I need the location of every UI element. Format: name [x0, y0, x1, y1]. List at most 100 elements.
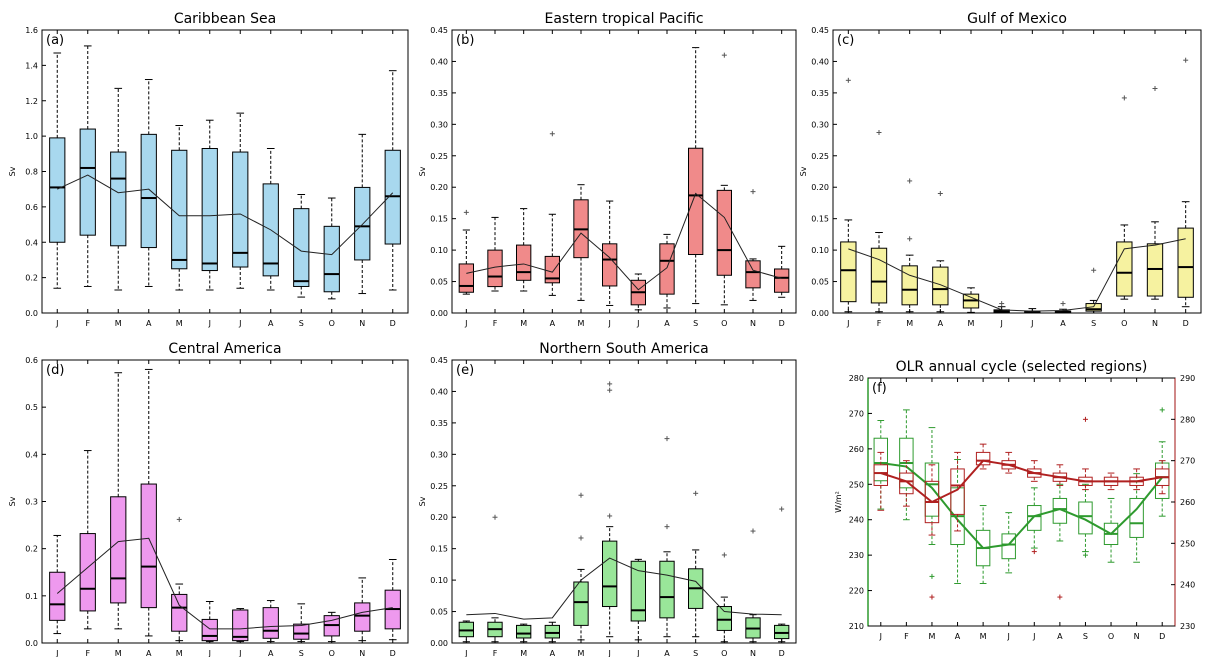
x-tick-label: N [750, 319, 756, 328]
y-axis-label: Sv [799, 166, 808, 176]
x-tick-label: O [1121, 319, 1127, 328]
y-tick-label-right: 280 [1180, 415, 1195, 424]
box-iqr [516, 624, 532, 639]
box-iqr [1001, 533, 1016, 560]
series-box-3 [544, 213, 561, 296]
y-tick-label: 0.6 [25, 356, 38, 365]
panel-d: Central America 0.0 0.1 0.2 0.3 0.4 0.5 0.6 Sv J F… [8, 341, 409, 657]
series-box-1 [79, 45, 96, 287]
series-outlier-1 [492, 514, 498, 520]
series-box-8 [293, 193, 310, 298]
x-tick-label: J [464, 319, 467, 328]
x-tick-label: D [390, 319, 396, 328]
box-iqr [293, 208, 310, 287]
y-tick-label: 230 [849, 551, 864, 560]
series-mean-line [848, 238, 1186, 312]
series-outlier-2 [721, 52, 727, 58]
x-tick-label: M [115, 319, 122, 328]
x-tick-label: M [115, 649, 122, 657]
x-tick-label: F [493, 649, 498, 657]
x-tick-label: N [359, 319, 365, 328]
series-1-box-7 [1052, 464, 1068, 486]
panel-label: (a) [46, 33, 64, 48]
series-box-7 [659, 551, 675, 638]
x-tick-label: A [146, 319, 152, 328]
y-tick-label: 0.3 [25, 498, 38, 507]
series-mean-line [466, 557, 782, 620]
y-tick-label: 0.6 [25, 203, 38, 212]
box-iqr [544, 624, 561, 639]
box-iqr [140, 483, 157, 609]
y-tick-label: 0.35 [430, 89, 448, 98]
x-tick-label: O [721, 649, 727, 657]
y-axis-label: Sv [418, 496, 427, 506]
series-box-3 [140, 368, 157, 637]
box-iqr [899, 472, 914, 495]
series-outlier-1 [549, 131, 555, 137]
series-box-3 [932, 260, 949, 313]
x-tick-label: J [238, 649, 241, 657]
series-box-2 [901, 254, 918, 313]
series-box-10 [354, 577, 371, 642]
box-iqr [716, 189, 733, 276]
y-tick-label: 0.2 [25, 274, 38, 283]
box-iqr [201, 618, 218, 642]
x-tick-label: N [359, 649, 365, 657]
series-1-box-10 [1129, 468, 1144, 491]
x-tick-label: J [238, 319, 241, 328]
y-axis-label: Sv [8, 166, 17, 176]
series-outlier-8 [1121, 95, 1127, 101]
y-tick-label: 0.35 [430, 419, 448, 428]
series-mean-line [57, 174, 394, 256]
box-iqr [232, 609, 249, 642]
y-tick-label: 0.05 [430, 608, 448, 617]
x-tick-label: N [1152, 319, 1158, 328]
series-1-box-5 [1001, 451, 1016, 474]
x-tick-label: A [664, 649, 670, 657]
series-outlier-10 [1183, 57, 1189, 63]
y-axis-label: W/m² [834, 491, 843, 513]
y-tick-label: 0.15 [430, 545, 448, 554]
x-tick-label: A [955, 632, 961, 641]
panel-a: Caribbean Sea 0.0 0.2 0.4 0.6 0.8 1.0 1.2 1.4 1.6… [8, 11, 409, 328]
box-iqr [602, 540, 618, 608]
box-iqr [716, 606, 733, 631]
plot-frame [41, 29, 409, 314]
box-iqr [201, 148, 218, 272]
series-outlier-5 [999, 301, 1005, 307]
plot-frame [41, 359, 409, 644]
y-axis-label: Sv [8, 496, 17, 506]
series-box-1 [487, 216, 503, 292]
x-tick-label: D [1159, 632, 1165, 641]
box-iqr [901, 265, 918, 306]
plot-frame [451, 359, 797, 644]
series-0-box-3 [950, 458, 965, 584]
x-tick-label: F [493, 319, 498, 328]
y-tick-label: 0.20 [811, 183, 829, 192]
x-tick-label: D [390, 649, 396, 657]
y-tick-label: 0.30 [430, 120, 448, 129]
x-tick-label: J [846, 319, 849, 328]
series-outlier-2 [578, 535, 584, 541]
series-0-outlier-1 [1082, 552, 1088, 558]
series-box-6 [232, 112, 249, 289]
x-tick-label: O [1108, 632, 1114, 641]
y-tick-label: 1.0 [25, 132, 38, 141]
series-box-7 [659, 233, 675, 309]
y-tick-label: 0.05 [430, 278, 448, 287]
series-box-7 [262, 148, 279, 291]
box-iqr [873, 437, 889, 482]
series-outlier-2 [907, 178, 913, 184]
series-box-2 [110, 87, 127, 291]
box-iqr [293, 623, 310, 640]
y-tick-label: 0.00 [430, 639, 448, 648]
panel-label: (d) [46, 363, 64, 378]
series-0-outlier-0 [929, 573, 935, 579]
box-iqr [745, 260, 761, 289]
box-iqr [232, 151, 249, 268]
series-box-1 [79, 450, 96, 630]
series-box-5 [602, 526, 618, 638]
chart-title: Eastern tropical Pacific [544, 11, 703, 27]
series-outlier-8 [693, 490, 699, 496]
